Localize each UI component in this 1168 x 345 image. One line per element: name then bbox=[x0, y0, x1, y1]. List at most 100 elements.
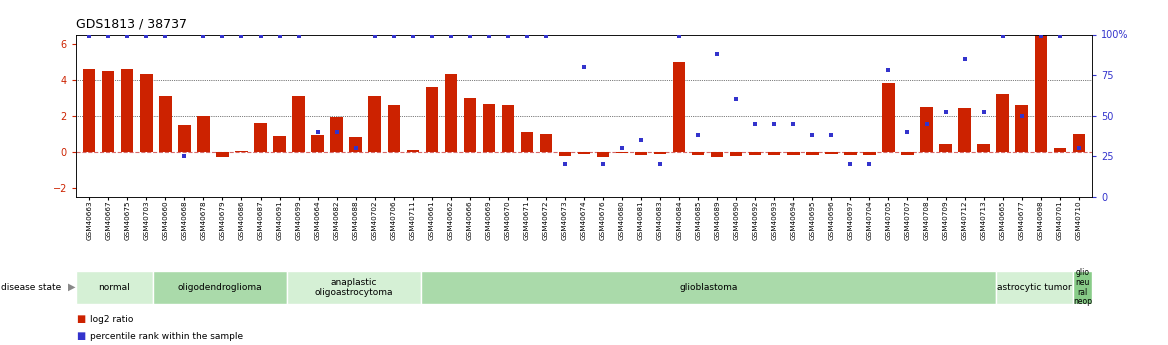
Bar bbox=[406, 150, 419, 151]
Bar bbox=[769, 151, 780, 155]
Bar bbox=[102, 70, 114, 151]
Point bbox=[499, 33, 517, 39]
Bar bbox=[1073, 271, 1092, 304]
Text: ■: ■ bbox=[76, 314, 85, 324]
Bar bbox=[273, 136, 286, 151]
Point bbox=[213, 33, 231, 39]
Point bbox=[118, 33, 137, 39]
Point bbox=[1050, 33, 1069, 39]
Bar bbox=[654, 151, 666, 154]
Bar bbox=[673, 61, 686, 151]
Bar bbox=[939, 145, 952, 151]
Bar bbox=[140, 74, 153, 151]
Bar bbox=[959, 108, 971, 151]
Bar bbox=[844, 151, 856, 155]
Text: disease state: disease state bbox=[1, 283, 62, 292]
Bar bbox=[1072, 134, 1085, 151]
Point bbox=[1031, 33, 1050, 39]
Bar bbox=[121, 69, 133, 151]
Bar bbox=[1054, 148, 1066, 151]
Point bbox=[917, 121, 936, 127]
Point bbox=[632, 137, 651, 143]
Point bbox=[651, 161, 669, 167]
Bar bbox=[996, 94, 1009, 151]
Point bbox=[137, 33, 155, 39]
Bar bbox=[287, 271, 420, 304]
Bar bbox=[863, 151, 876, 155]
Point bbox=[689, 132, 708, 138]
Text: glio
neu
ral
neop: glio neu ral neop bbox=[1073, 268, 1092, 306]
Bar bbox=[312, 135, 324, 151]
Bar bbox=[787, 151, 800, 155]
Point bbox=[880, 67, 898, 73]
Bar bbox=[578, 151, 590, 154]
Point bbox=[460, 33, 479, 39]
Bar bbox=[749, 151, 762, 155]
Bar bbox=[255, 123, 266, 151]
Text: anaplastic
oligoastrocytoma: anaplastic oligoastrocytoma bbox=[314, 278, 394, 297]
Bar bbox=[806, 151, 819, 155]
Bar bbox=[331, 117, 342, 151]
Point bbox=[822, 132, 841, 138]
Bar bbox=[420, 271, 996, 304]
Point bbox=[157, 33, 175, 39]
Bar bbox=[978, 145, 989, 151]
Point bbox=[290, 33, 308, 39]
Bar bbox=[597, 151, 610, 157]
Point bbox=[232, 33, 251, 39]
Bar bbox=[730, 151, 743, 156]
Bar bbox=[292, 96, 305, 151]
Point bbox=[270, 33, 288, 39]
Bar bbox=[635, 151, 647, 155]
Text: percentile rank within the sample: percentile rank within the sample bbox=[90, 332, 243, 341]
Point bbox=[669, 33, 688, 39]
Point bbox=[99, 33, 118, 39]
Bar bbox=[159, 96, 172, 151]
Point bbox=[175, 153, 194, 159]
Text: oligodendroglioma: oligodendroglioma bbox=[178, 283, 262, 292]
Point bbox=[575, 64, 593, 70]
Bar bbox=[153, 271, 287, 304]
Point bbox=[308, 129, 327, 135]
Point bbox=[593, 161, 612, 167]
Bar bbox=[445, 74, 457, 151]
Point bbox=[993, 33, 1011, 39]
Bar bbox=[388, 105, 399, 151]
Bar bbox=[521, 132, 533, 151]
Text: log2 ratio: log2 ratio bbox=[90, 315, 133, 324]
Bar bbox=[616, 151, 628, 154]
Point bbox=[841, 161, 860, 167]
Point bbox=[955, 56, 974, 61]
Bar bbox=[826, 151, 837, 154]
Point bbox=[765, 121, 784, 127]
Text: GDS1813 / 38737: GDS1813 / 38737 bbox=[76, 17, 187, 30]
Text: ▶: ▶ bbox=[68, 282, 75, 292]
Point bbox=[366, 33, 384, 39]
Point bbox=[480, 33, 499, 39]
Bar bbox=[349, 137, 362, 151]
Bar bbox=[882, 83, 895, 151]
Point bbox=[79, 33, 98, 39]
Point bbox=[898, 129, 917, 135]
Bar bbox=[482, 104, 495, 151]
Point bbox=[1070, 145, 1089, 151]
Point bbox=[327, 129, 346, 135]
Point bbox=[423, 33, 442, 39]
Point bbox=[556, 161, 575, 167]
Bar bbox=[1035, 17, 1047, 151]
Bar bbox=[368, 96, 381, 151]
Point bbox=[194, 33, 213, 39]
Bar bbox=[197, 116, 209, 151]
Bar bbox=[691, 151, 704, 155]
Bar bbox=[216, 151, 229, 157]
Bar bbox=[996, 271, 1073, 304]
Point bbox=[937, 110, 955, 115]
Bar bbox=[502, 105, 514, 151]
Point bbox=[403, 33, 422, 39]
Point bbox=[536, 33, 555, 39]
Bar bbox=[179, 125, 190, 151]
Bar bbox=[902, 151, 913, 155]
Point bbox=[517, 33, 536, 39]
Point bbox=[784, 121, 802, 127]
Point bbox=[804, 132, 822, 138]
